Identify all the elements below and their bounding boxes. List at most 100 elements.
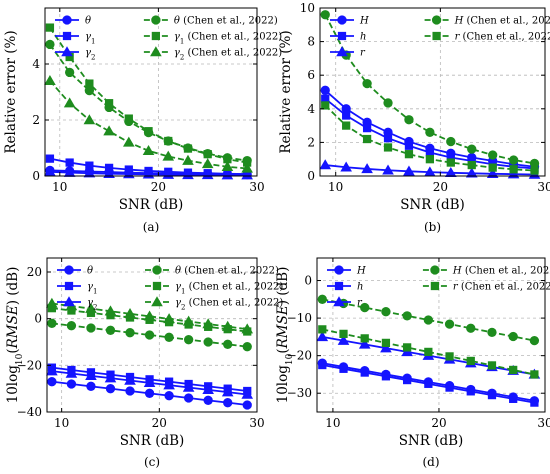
data-point <box>105 325 116 335</box>
legend-entry: H (Chen et al., 2022) <box>422 265 550 277</box>
data-point <box>202 384 214 395</box>
legend-entry: γ1 (Chen et al., 2022) <box>143 32 282 46</box>
legend-marker <box>152 281 162 291</box>
legend-marker <box>333 296 345 307</box>
data-point <box>383 98 393 108</box>
data-point <box>467 160 476 170</box>
legend-label: γ2 (Chen et al., 2022) <box>174 48 282 62</box>
x-tick-label: 30 <box>249 180 264 194</box>
legend-marker <box>152 265 162 275</box>
x-axis-label: SNR (dB) <box>119 197 184 213</box>
series-line <box>51 307 248 333</box>
legend-label: γ1 (Chen et al., 2022) <box>174 32 282 46</box>
y-axis-label-part: ( <box>5 348 21 353</box>
data-point <box>339 329 348 338</box>
y-axis-label-part: RMSE <box>5 305 21 349</box>
data-point <box>65 67 75 78</box>
legend-entry: θ <box>57 265 93 277</box>
data-point <box>318 360 327 370</box>
data-point <box>339 364 348 373</box>
legend-entry: h <box>330 32 366 43</box>
data-point <box>242 342 252 352</box>
data-point <box>423 315 433 325</box>
data-point <box>221 320 234 331</box>
data-point <box>321 94 330 103</box>
chart-panel-b: 10 20 30 0 2 4 6 8 10 SNR (dB) Relative error (%) H… <box>278 1 550 234</box>
legend-label: H (Chen et al., 2022) <box>454 16 550 27</box>
y-tick-label: −40 <box>17 405 42 419</box>
y-axis-label-part: 10 <box>15 353 25 365</box>
data-point <box>104 163 114 173</box>
data-point <box>360 368 369 377</box>
data-point <box>85 370 97 381</box>
series-c-2 <box>46 365 254 399</box>
legend: θ γ1 γ2 θ (Chen et al., 2022) γ1 (Chen et al… <box>55 15 282 62</box>
legend-marker <box>61 46 73 57</box>
data-point <box>143 310 156 321</box>
data-point <box>201 158 214 169</box>
y-tick-label: 2 <box>32 113 40 127</box>
data-point <box>529 335 540 346</box>
x-axis-label: SNR (dB) <box>120 433 185 449</box>
data-point <box>466 323 476 333</box>
y-tick-label: 4 <box>32 57 40 71</box>
data-point <box>358 338 371 349</box>
data-point <box>380 342 392 353</box>
x-tick-label: 20 <box>151 180 166 194</box>
series-b-4 <box>321 101 539 175</box>
data-point <box>85 79 94 88</box>
data-point <box>316 331 329 342</box>
data-point <box>221 160 234 171</box>
data-point <box>445 383 454 392</box>
data-point <box>44 74 56 86</box>
data-point <box>45 154 55 163</box>
data-point <box>144 127 153 136</box>
legend-marker <box>431 15 442 25</box>
data-point <box>83 167 96 178</box>
data-point <box>47 377 57 387</box>
data-point <box>466 387 475 396</box>
data-point <box>85 302 97 313</box>
legend-entry: H <box>327 265 366 277</box>
data-point <box>404 141 414 150</box>
x-tick-label: 20 <box>431 416 446 430</box>
data-point <box>162 150 175 161</box>
legend-entry: γ2 (Chen et al., 2022) <box>145 296 283 312</box>
data-point <box>488 150 498 160</box>
y-axis-label-part: ( <box>275 348 291 353</box>
data-point <box>182 154 194 165</box>
legend-marker <box>151 15 161 25</box>
data-point <box>45 39 55 50</box>
legend-entry: γ2 <box>57 296 97 312</box>
data-point <box>403 165 415 176</box>
data-point <box>223 398 233 408</box>
data-point <box>104 305 117 316</box>
data-point <box>424 379 433 388</box>
data-point <box>381 372 391 381</box>
data-point <box>203 337 213 347</box>
data-point <box>105 384 116 394</box>
legend-label: r (Chen et al., 2022) <box>453 282 550 293</box>
series-c-3 <box>47 318 252 352</box>
legend-label: θ <box>85 16 91 27</box>
x-tick-label: 30 <box>537 416 550 430</box>
data-point <box>65 52 74 62</box>
legend-entry: r <box>327 296 363 309</box>
legend-label: H <box>359 16 369 27</box>
data-point <box>467 144 477 154</box>
data-point <box>383 134 393 143</box>
data-point <box>183 335 194 345</box>
data-point <box>124 374 136 385</box>
data-point <box>318 325 327 334</box>
legend-entry: γ2 <box>55 46 95 62</box>
data-point <box>103 125 115 136</box>
data-point <box>319 159 332 170</box>
y-axis-label-part: 10log <box>275 365 291 404</box>
data-point <box>203 150 212 159</box>
y-tick-label: 0 <box>307 169 315 183</box>
data-point <box>360 334 369 343</box>
series-a-5 <box>44 74 253 173</box>
data-point <box>182 315 195 326</box>
series-c-0 <box>47 377 252 410</box>
legend-entry: γ2 (Chen et al., 2022) <box>143 46 282 62</box>
